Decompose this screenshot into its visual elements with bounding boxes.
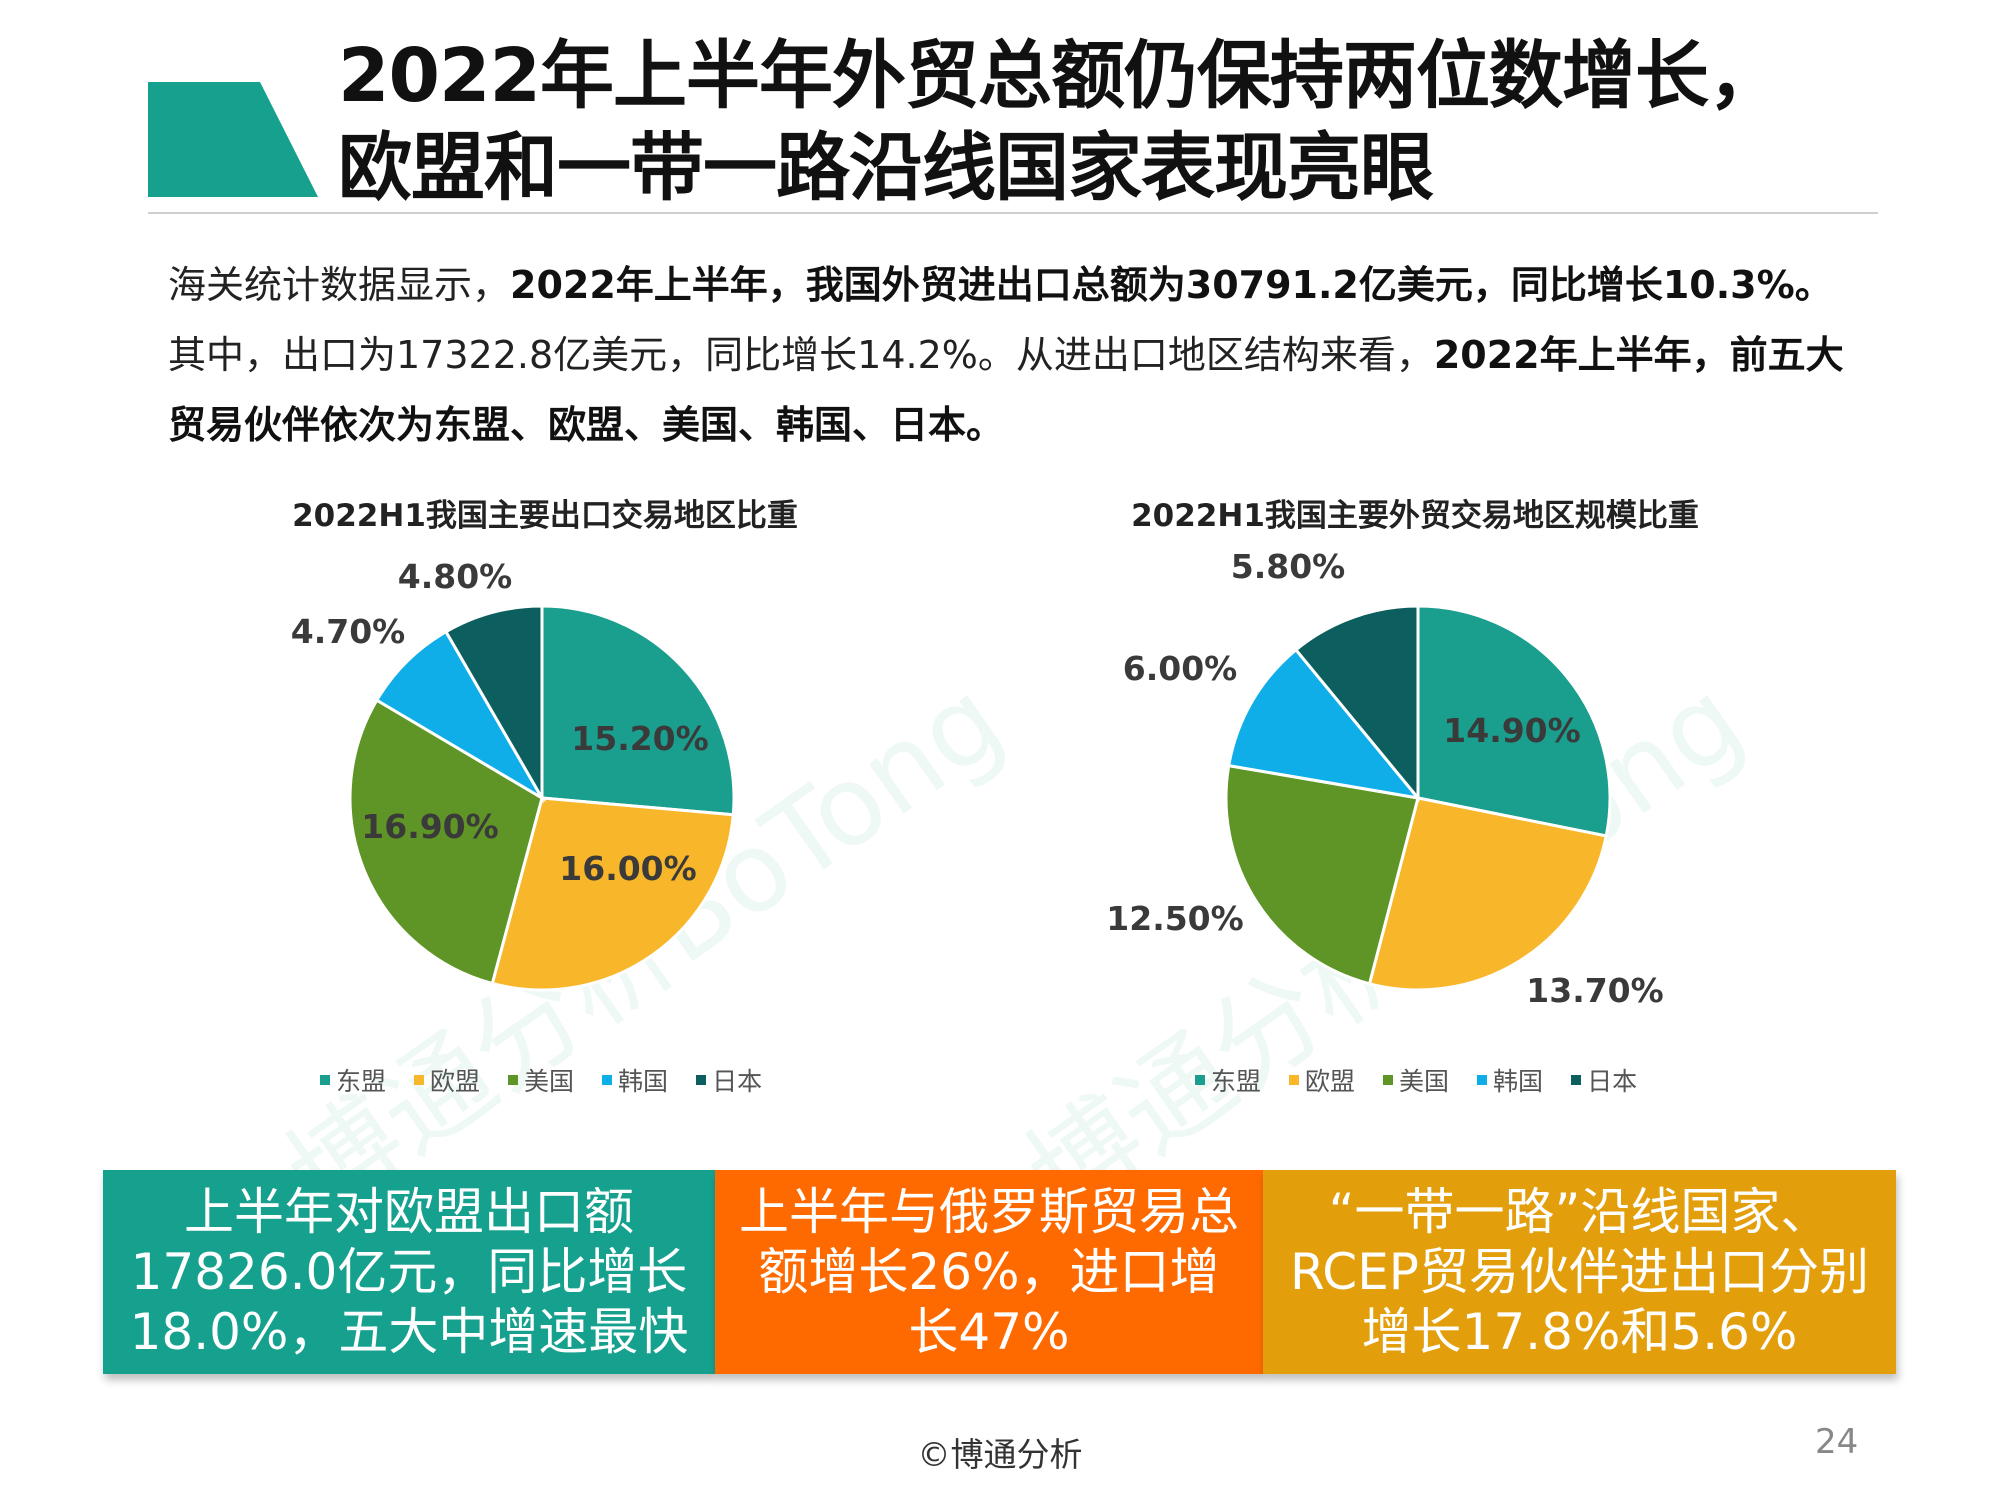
page-title: 2022年上半年外贸总额仍保持两位数增长， 欧盟和一带一路沿线国家表现亮眼 (338, 30, 1938, 214)
legend-swatch (508, 1075, 519, 1085)
legend-label: 欧盟 (430, 1067, 481, 1096)
legend-swatch (320, 1075, 330, 1085)
legend-item-1-2: 欧盟 (414, 1062, 480, 1098)
pie-slice-2-4 (1227, 647, 1422, 801)
pie-slice-1-1 (540, 604, 736, 817)
pie-label-1-4: 4.70% (291, 612, 406, 651)
intro-bold-1: 2022年上半年，我国外贸进出口总额为30791.2亿美元，同比增长10.3%。 (510, 263, 1833, 307)
highlight-box-eu: 上半年对欧盟出口额17826.0亿元，同比增长18.0%，五大中增速最快 (103, 1170, 715, 1374)
pie-slice-2-5 (1293, 604, 1420, 803)
legend-label: 欧盟 (1305, 1067, 1356, 1096)
legend-label: 东盟 (336, 1067, 387, 1096)
highlight-box-belt-road: “一带一路”沿线国家、RCEP贸易伙伴进出口分别增长17.8%和5.6% (1263, 1170, 1896, 1374)
legend-label: 美国 (1399, 1067, 1450, 1096)
highlight-box-belt-road-text: “一带一路”沿线国家、RCEP贸易伙伴进出口分别增长17.8%和5.6% (1290, 1183, 1869, 1361)
pie-label-1-5: 4.80% (398, 557, 513, 596)
pie-slice-1-4 (374, 629, 547, 803)
legend-swatch (696, 1075, 707, 1085)
footer-copyright: ©博通分析 (917, 1435, 1083, 1474)
intro-bold-2: 2022年上半年，前五大贸易伙伴依次为东盟、欧盟、美国、韩国、日本。 (168, 333, 1844, 447)
pie-slice-1-5 (443, 604, 544, 804)
legend-item-1-1: 东盟 (320, 1062, 386, 1098)
legend-label: 东盟 (1211, 1067, 1262, 1096)
legend-item-1-5: 日本 (696, 1062, 762, 1098)
legend-item-2-5: 日本 (1571, 1062, 1637, 1098)
legend-label: 日本 (712, 1067, 763, 1096)
pie-label-1-2: 16.00% (559, 849, 696, 888)
legend-swatch (1289, 1075, 1300, 1085)
pie-label-1-1: 15.20% (571, 719, 708, 758)
legend-label: 韩国 (618, 1067, 669, 1096)
legend-swatch (1477, 1075, 1488, 1085)
legend-swatch (1571, 1075, 1582, 1085)
pie-label-2-4: 6.00% (1123, 649, 1238, 688)
legend-item-2-3: 美国 (1383, 1062, 1449, 1098)
legend-swatch (414, 1075, 425, 1085)
chart-1-title: 2022H1我国主要出口交易地区比重 (292, 498, 798, 534)
pie-slice-2-1 (1416, 604, 1612, 838)
highlight-box-russia-text: 上半年与俄罗斯贸易总额增长26%，进口增长47% (739, 1183, 1239, 1361)
legend-item-1-3: 美国 (508, 1062, 574, 1098)
legend-item-2-2: 欧盟 (1289, 1062, 1355, 1098)
title-line-2: 欧盟和一带一路沿线国家表现亮眼 (338, 125, 1434, 211)
highlight-box-russia: 上半年与俄罗斯贸易总额增长26%，进口增长47% (715, 1170, 1263, 1374)
pie-slice-2-2 (1367, 796, 1608, 992)
legend-swatch (1195, 1075, 1205, 1085)
chart-2-legend: 东盟 欧盟 美国 韩国 日本 (1195, 1062, 1637, 1098)
title-line-1: 2022年上半年外贸总额仍保持两位数增长， (338, 33, 1782, 119)
intro-text-2: 其中，出口为17322.8亿美元，同比增长14.2%。从进出口地区结构来看， (168, 333, 1434, 377)
legend-item-2-1: 东盟 (1195, 1062, 1261, 1098)
highlight-box-eu-text: 上半年对欧盟出口额17826.0亿元，同比增长18.0%，五大中增速最快 (129, 1183, 689, 1361)
pie-label-2-1: 14.90% (1443, 711, 1580, 750)
page-number: 24 (1815, 1422, 1859, 1462)
pie-label-1-3: 16.90% (361, 807, 498, 846)
legend-label: 韩国 (1493, 1067, 1544, 1096)
chart-2-title: 2022H1我国主要外贸交易地区规模比重 (1131, 498, 1699, 534)
title-divider (148, 212, 1878, 214)
legend-item-2-4: 韩国 (1477, 1062, 1543, 1098)
pie-label-2-5: 5.80% (1231, 547, 1346, 586)
pie-label-2-3: 12.50% (1106, 899, 1243, 938)
legend-swatch (1383, 1075, 1394, 1085)
pie-label-2-2: 13.70% (1526, 971, 1663, 1010)
legend-label: 美国 (524, 1067, 575, 1096)
legend-label: 日本 (1587, 1067, 1638, 1096)
legend-swatch (602, 1075, 613, 1085)
legend-item-1-4: 韩国 (602, 1062, 668, 1098)
intro-paragraph: 海关统计数据显示，2022年上半年，我国外贸进出口总额为30791.2亿美元，同… (168, 250, 1868, 460)
pie-slice-1-2 (490, 796, 735, 992)
intro-text-1: 海关统计数据显示， (168, 263, 511, 307)
pie-slice-2-3 (1224, 763, 1420, 986)
chart-1-legend: 东盟 欧盟 美国 韩国 日本 (320, 1062, 762, 1098)
